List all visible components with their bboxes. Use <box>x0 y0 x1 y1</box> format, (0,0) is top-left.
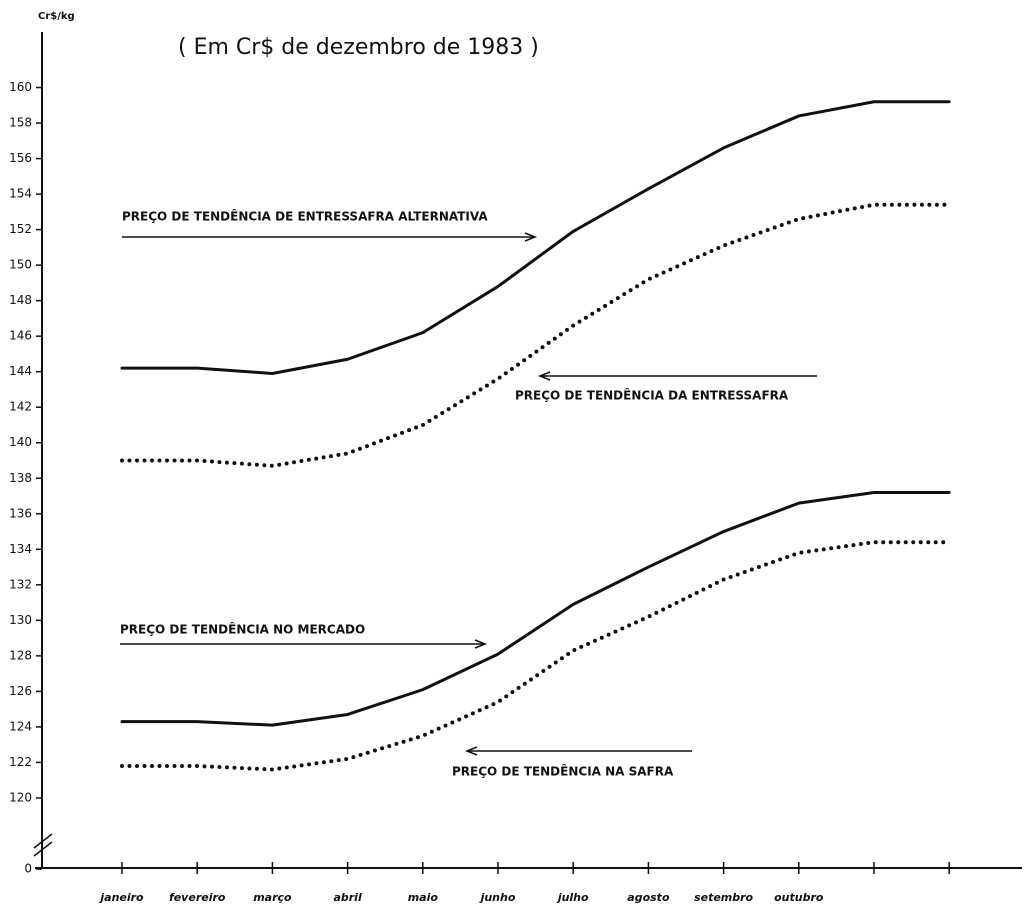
y-tick-label: 0 <box>24 862 32 876</box>
y-tick-label: 124 <box>9 719 32 733</box>
y-tick-label: 148 <box>9 293 32 307</box>
x-tick-label: maio <box>408 891 439 904</box>
y-tick-label: 120 <box>9 790 32 804</box>
y-tick-label: 152 <box>9 222 32 236</box>
y-tick-label: 132 <box>9 577 32 591</box>
series-label: PREÇO DE TENDÊNCIA DE ENTRESSAFRA ALTERN… <box>122 209 488 224</box>
series-line <box>120 490 951 727</box>
y-tick-label: 140 <box>9 435 32 449</box>
arrow-head <box>537 371 551 381</box>
x-tick-label: fevereiro <box>169 891 226 904</box>
arrow-head <box>464 746 478 756</box>
y-tick-label: 154 <box>9 187 32 201</box>
y-tick-label: 156 <box>9 151 32 165</box>
y-tick-label: 150 <box>9 258 32 272</box>
x-tick-label: junho <box>479 891 516 904</box>
axis-break <box>33 841 53 857</box>
x-tick-label: abril <box>333 891 361 904</box>
series-line <box>120 202 952 468</box>
series-label: PREÇO DE TENDÊNCIA DA ENTRESSAFRA <box>515 388 789 403</box>
y-tick-label: 126 <box>9 684 32 698</box>
y-tick-label: 136 <box>9 506 32 520</box>
arrow-head <box>474 639 488 649</box>
y-axis-label: Cr$/kg <box>38 11 75 22</box>
y-tick-label: 122 <box>9 755 32 769</box>
y-tick-label: 128 <box>9 648 32 662</box>
y-tick-label: 134 <box>9 542 32 556</box>
series-label: PREÇO DE TENDÊNCIA NO MERCADO <box>120 622 365 637</box>
y-tick-label: 158 <box>9 116 32 130</box>
x-tick-label: julho <box>556 891 589 904</box>
x-tick-label: janeiro <box>98 891 144 904</box>
y-tick-label: 130 <box>9 613 32 627</box>
y-tick-label: 138 <box>9 471 32 485</box>
series-line <box>120 100 951 375</box>
y-tick-label: 142 <box>9 400 32 414</box>
x-tick-label: setembro <box>694 891 753 904</box>
chart-title: ( Em Cr$ de dezembro de 1983 ) <box>178 35 539 60</box>
series-label: PREÇO DE TENDÊNCIA NA SAFRA <box>452 764 674 779</box>
y-tick-label: 144 <box>9 364 32 378</box>
y-tick-label: 160 <box>9 80 32 94</box>
axis-break <box>33 833 53 849</box>
arrow-head <box>524 232 538 242</box>
x-tick-label: outubro <box>774 891 824 904</box>
x-tick-label: março <box>253 891 292 904</box>
y-tick-label: 146 <box>9 329 32 343</box>
x-tick-label: agosto <box>627 891 670 904</box>
series-line <box>120 540 952 772</box>
